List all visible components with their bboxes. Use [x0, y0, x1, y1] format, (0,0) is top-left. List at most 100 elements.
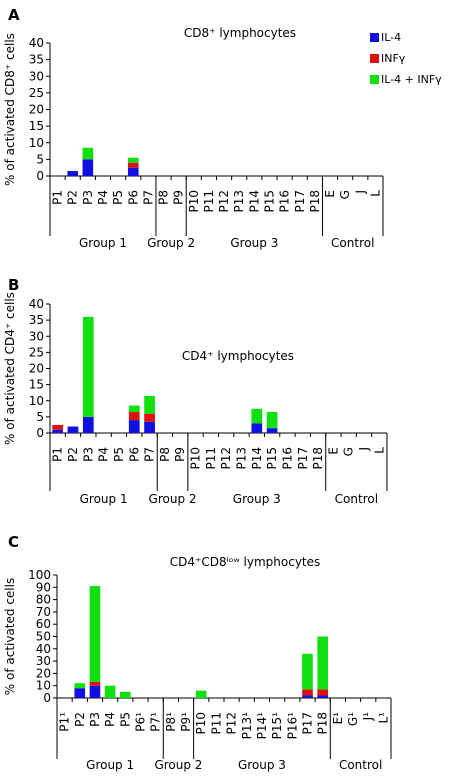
x-tick-label: E¹ [331, 712, 345, 725]
bar-both [144, 395, 155, 414]
x-tick-label: P6 [127, 447, 141, 462]
y-tick-label: 10 [29, 136, 44, 150]
bar-il4 [302, 695, 313, 698]
group-label: Group 2 [149, 492, 197, 506]
x-tick-label: P5 [112, 447, 126, 462]
y-tick-label: 30 [29, 69, 44, 83]
y-tick-label: 30 [29, 329, 44, 343]
x-tick-label: P18 [308, 190, 322, 213]
bar-infg [317, 689, 328, 696]
y-tick-label: 90 [36, 580, 51, 594]
bar-il4 [251, 423, 263, 433]
legend-swatch-il4 [370, 33, 379, 42]
x-tick-label: L [368, 190, 382, 197]
chart-title: CD8⁺ lymphocytes [184, 26, 296, 40]
x-tick-label: P15¹ [270, 712, 284, 740]
y-tick-label: 60 [36, 617, 51, 631]
y-tick-label: 25 [29, 345, 44, 359]
bar-il4 [128, 420, 140, 433]
x-tick-label: P12 [217, 190, 231, 213]
bar-infg [52, 424, 64, 430]
x-tick-label: P7 [143, 447, 157, 462]
x-tick-label: P2 [73, 712, 87, 727]
y-tick-label: 0 [36, 426, 44, 440]
y-tick-label: 20 [36, 666, 51, 680]
bar-both [317, 636, 328, 690]
x-tick-label: P12 [219, 447, 233, 470]
x-tick-label: E [323, 190, 337, 198]
y-tick-label: 30 [36, 654, 51, 668]
y-tick-label: 50 [36, 630, 51, 644]
y-tick-label: 0 [43, 691, 51, 705]
y-tick-label: 40 [36, 642, 51, 656]
bar-both [74, 683, 86, 689]
chart-legend: IL-4 INFγ IL-4 + INFγ [370, 31, 442, 86]
bar-both [120, 691, 131, 698]
legend-swatch-both [370, 75, 379, 84]
bar-il4 [266, 428, 278, 433]
group-label: Group 3 [233, 492, 281, 506]
x-tick-label: P14 [250, 447, 264, 470]
x-tick-label: P8 [157, 190, 171, 205]
x-tick-label: P13¹ [240, 712, 254, 740]
x-tick-label: P6¹ [134, 712, 148, 732]
bar-both [82, 147, 94, 160]
x-tick-label: P1 [51, 190, 65, 205]
x-tick-label: P9¹ [179, 712, 193, 732]
x-tick-label: P10 [189, 447, 203, 470]
bar-both [128, 405, 140, 413]
bar-il4 [52, 429, 64, 433]
x-tick-label: L¹ [376, 712, 390, 724]
y-tick-label: 10 [36, 679, 51, 693]
x-tick-label: P5 [118, 712, 132, 727]
x-tick-label: P11 [204, 447, 218, 470]
x-tick-label: P9 [172, 190, 186, 205]
x-tick-label: P17 [296, 447, 310, 470]
panel-letter: B [8, 276, 19, 294]
chart-title: CD4⁺ lymphocytes [182, 349, 294, 363]
y-tick-label: 0 [36, 169, 44, 183]
x-tick-label: P1 [51, 447, 65, 462]
bar-both [266, 412, 278, 429]
legend-label-both: IL-4 + INFγ [381, 73, 442, 86]
y-tick-label: 25 [29, 86, 44, 100]
y-tick-label: 35 [29, 313, 44, 327]
y-tick-label: 40 [29, 36, 44, 50]
x-tick-label: P7 [141, 190, 155, 205]
y-tick-label: 80 [36, 593, 51, 607]
group-label: Control [335, 492, 378, 506]
bar-il4 [67, 426, 79, 433]
chart-title: CD4⁺CD8ˡᵒʷ lymphocytes [170, 555, 321, 569]
y-tick-label: 5 [36, 410, 44, 424]
bar-infg [144, 413, 155, 422]
x-tick-label: P7¹ [149, 712, 163, 732]
bar-il4 [74, 688, 86, 698]
y-tick-label: 70 [36, 605, 51, 619]
bar-both [127, 157, 139, 163]
x-tick-label: G [338, 190, 352, 199]
x-tick-label: P9 [173, 447, 187, 462]
x-tick-label: P17 [293, 190, 307, 213]
x-tick-label: L [372, 447, 386, 454]
x-tick-label: P10 [194, 712, 208, 735]
y-axis-label: % of activated CD4⁺ cells [3, 292, 17, 445]
group-label: Group 1 [80, 492, 128, 506]
x-tick-label: P4 [103, 712, 117, 727]
x-tick-label: J [357, 447, 371, 452]
x-tick-label: P1¹ [58, 712, 72, 732]
x-tick-label: J¹ [361, 712, 375, 722]
x-tick-label: P15 [265, 447, 279, 470]
y-tick-label: 35 [29, 53, 44, 67]
group-label: Group 1 [79, 236, 127, 250]
bar-both [251, 408, 263, 424]
x-tick-label: P6 [126, 190, 140, 205]
bar-il4 [67, 171, 79, 176]
x-tick-label: G [342, 447, 356, 456]
x-tick-label: P10 [187, 190, 201, 213]
bar-il4 [89, 685, 101, 698]
legend-label-infg: INFγ [381, 52, 406, 65]
y-tick-label: 10 [29, 394, 44, 408]
group-label: Control [339, 758, 382, 772]
x-tick-label: P4 [96, 190, 110, 205]
x-tick-label: P11 [202, 190, 216, 213]
